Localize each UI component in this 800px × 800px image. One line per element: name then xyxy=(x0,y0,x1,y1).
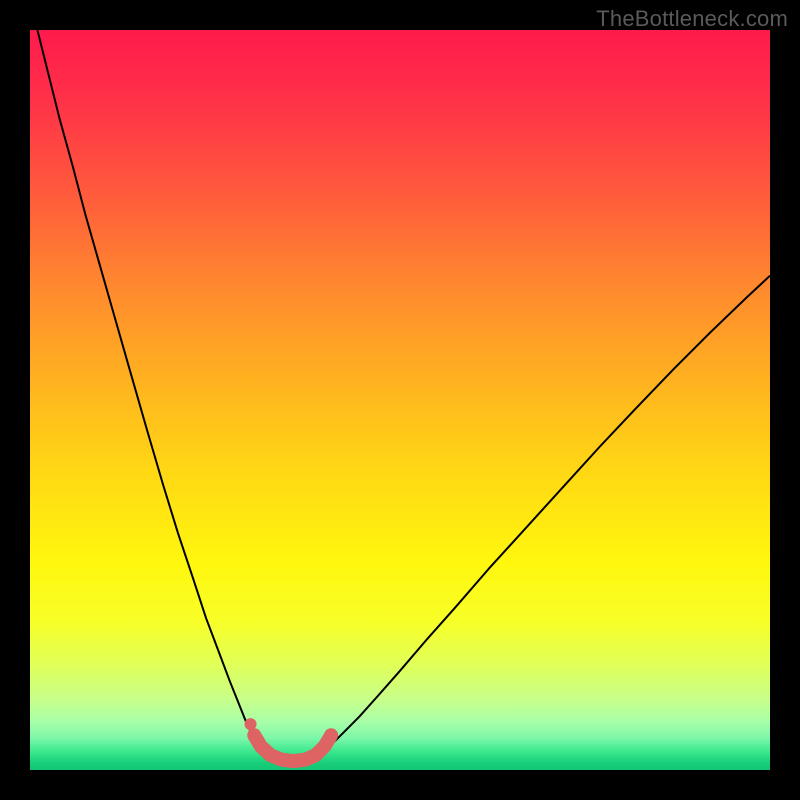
plot-area xyxy=(30,30,770,770)
accent-dot xyxy=(245,718,257,730)
chart-svg xyxy=(30,30,770,770)
background-rect xyxy=(30,30,770,770)
watermark-text: TheBottleneck.com xyxy=(596,6,788,32)
